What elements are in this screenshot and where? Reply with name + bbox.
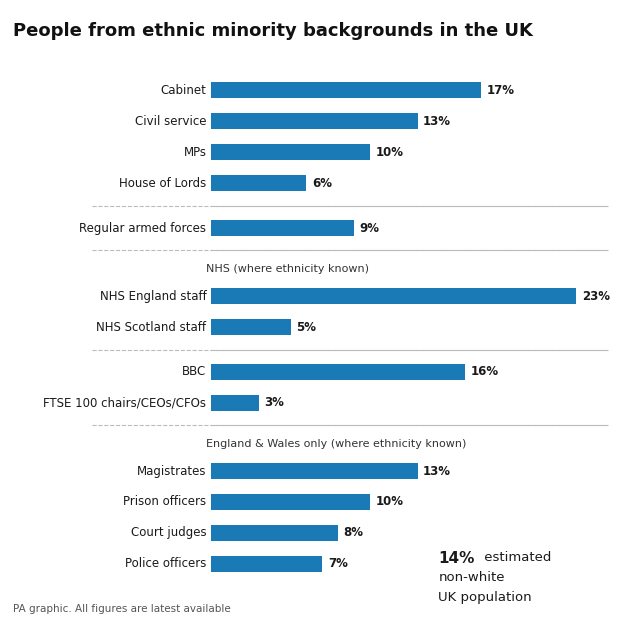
Bar [211, 364, 465, 379]
Text: estimated: estimated [480, 551, 552, 564]
Text: UK population: UK population [438, 591, 532, 604]
Text: People from ethnic minority backgrounds in the UK: People from ethnic minority backgrounds … [13, 22, 532, 40]
Text: 16%: 16% [470, 366, 499, 378]
Text: House of Lords: House of Lords [119, 176, 207, 189]
Text: 8%: 8% [344, 526, 364, 540]
Bar [211, 288, 576, 304]
Bar [211, 464, 417, 478]
Text: 10%: 10% [376, 495, 403, 508]
Text: Civil service: Civil service [135, 115, 207, 128]
Text: non-white: non-white [438, 571, 505, 584]
Text: 17%: 17% [486, 83, 515, 97]
Text: Magistrates: Magistrates [137, 465, 207, 478]
Text: BBC: BBC [182, 366, 207, 378]
Text: Court judges: Court judges [131, 526, 207, 540]
Text: 13%: 13% [423, 465, 451, 478]
Bar [211, 494, 370, 510]
Bar [211, 556, 323, 572]
Bar [211, 221, 354, 235]
Text: 5%: 5% [296, 321, 316, 333]
Text: NHS England staff: NHS England staff [100, 290, 207, 303]
Text: Police officers: Police officers [125, 558, 207, 571]
Text: Cabinet: Cabinet [161, 83, 207, 97]
Text: 13%: 13% [423, 115, 451, 128]
Text: 7%: 7% [328, 558, 348, 571]
Text: 14%: 14% [438, 551, 475, 566]
Bar [211, 145, 370, 160]
Text: NHS (where ethnicity known): NHS (where ethnicity known) [207, 264, 369, 274]
Text: Prison officers: Prison officers [124, 495, 207, 508]
Text: Regular armed forces: Regular armed forces [79, 222, 207, 234]
Text: PA graphic. All figures are latest available: PA graphic. All figures are latest avail… [13, 604, 230, 614]
Text: NHS Scotland staff: NHS Scotland staff [97, 321, 207, 333]
Bar [211, 320, 291, 335]
Text: MPs: MPs [184, 146, 207, 159]
Text: 10%: 10% [376, 146, 403, 159]
Bar [211, 82, 481, 98]
Text: FTSE 100 chairs/CEOs/CFOs: FTSE 100 chairs/CEOs/CFOs [44, 396, 207, 409]
Text: 3%: 3% [264, 396, 284, 409]
Bar [211, 113, 417, 129]
Text: 23%: 23% [582, 290, 610, 303]
Text: England & Wales only (where ethnicity known): England & Wales only (where ethnicity kn… [207, 439, 467, 449]
Bar [211, 395, 259, 411]
Bar [211, 176, 307, 191]
Bar [211, 525, 338, 541]
Text: 9%: 9% [360, 222, 380, 234]
Text: 6%: 6% [312, 176, 332, 189]
